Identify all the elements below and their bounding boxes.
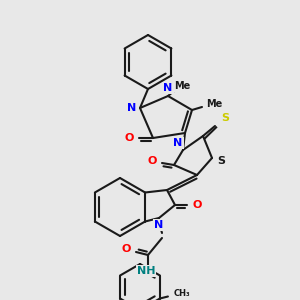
Text: O: O bbox=[192, 200, 202, 210]
Text: Me: Me bbox=[174, 81, 190, 91]
Text: N: N bbox=[164, 83, 172, 93]
Text: N: N bbox=[128, 103, 136, 113]
Text: CH₃: CH₃ bbox=[174, 289, 190, 298]
Text: O: O bbox=[121, 244, 131, 254]
Text: S: S bbox=[221, 113, 229, 123]
Text: N: N bbox=[154, 220, 164, 230]
Text: S: S bbox=[217, 156, 225, 166]
Text: O: O bbox=[147, 156, 157, 166]
Text: N: N bbox=[173, 138, 183, 148]
Text: O: O bbox=[124, 133, 134, 143]
Text: Me: Me bbox=[206, 99, 222, 109]
Text: NH: NH bbox=[137, 266, 155, 276]
